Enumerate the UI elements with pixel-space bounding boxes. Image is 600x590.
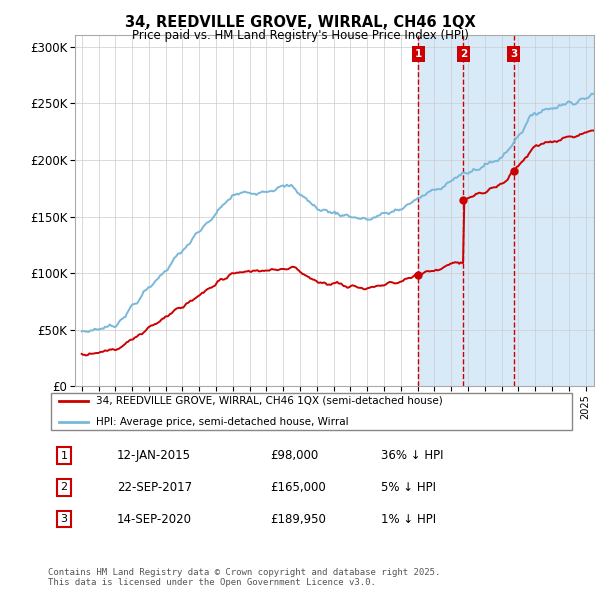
- Text: 34, REEDVILLE GROVE, WIRRAL, CH46 1QX: 34, REEDVILLE GROVE, WIRRAL, CH46 1QX: [125, 15, 475, 30]
- Text: £98,000: £98,000: [270, 449, 318, 462]
- Text: £165,000: £165,000: [270, 481, 326, 494]
- Text: £189,950: £189,950: [270, 513, 326, 526]
- Text: 2: 2: [460, 49, 467, 59]
- Text: 1% ↓ HPI: 1% ↓ HPI: [380, 513, 436, 526]
- Text: HPI: Average price, semi-detached house, Wirral: HPI: Average price, semi-detached house,…: [95, 417, 348, 427]
- Text: Contains HM Land Registry data © Crown copyright and database right 2025.
This d: Contains HM Land Registry data © Crown c…: [48, 568, 440, 587]
- Text: Price paid vs. HM Land Registry's House Price Index (HPI): Price paid vs. HM Land Registry's House …: [131, 30, 469, 42]
- Text: 22-SEP-2017: 22-SEP-2017: [116, 481, 192, 494]
- Text: 1: 1: [61, 451, 67, 461]
- Text: 3: 3: [61, 514, 67, 524]
- Text: 1: 1: [415, 49, 422, 59]
- Text: 36% ↓ HPI: 36% ↓ HPI: [380, 449, 443, 462]
- Text: 5% ↓ HPI: 5% ↓ HPI: [380, 481, 436, 494]
- Text: 14-SEP-2020: 14-SEP-2020: [116, 513, 191, 526]
- Bar: [418, 35, 594, 386]
- FancyBboxPatch shape: [50, 394, 572, 430]
- Text: 3: 3: [510, 49, 517, 59]
- Text: 2: 2: [60, 483, 67, 492]
- Text: 34, REEDVILLE GROVE, WIRRAL, CH46 1QX (semi-detached house): 34, REEDVILLE GROVE, WIRRAL, CH46 1QX (s…: [95, 396, 442, 406]
- Text: 12-JAN-2015: 12-JAN-2015: [116, 449, 191, 462]
